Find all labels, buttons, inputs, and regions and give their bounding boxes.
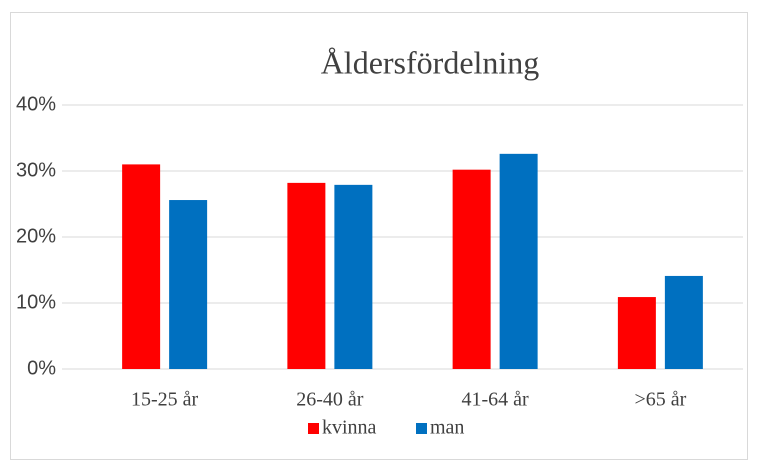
legend-label: man [430, 417, 464, 439]
bar [334, 184, 373, 369]
x-tick-label: 26-40 år [296, 389, 364, 411]
y-tick-label: 20% [16, 225, 56, 247]
x-tick-label: 15-25 år [131, 389, 199, 411]
legend-label: kvinna [322, 417, 377, 439]
x-tick-label: >65 år [634, 389, 686, 411]
y-tick-label: 10% [16, 291, 56, 313]
y-tick-label: 40% [16, 93, 56, 115]
x-tick-label: 41-64 år [462, 389, 530, 411]
bar [499, 153, 538, 369]
bar [122, 164, 161, 369]
bar [169, 200, 208, 369]
bar [452, 169, 491, 369]
y-tick-label: 30% [16, 159, 56, 181]
bar [664, 275, 703, 369]
bar [617, 297, 656, 369]
bar [287, 182, 326, 369]
legend-swatch [308, 423, 319, 434]
chart-title: Åldersfördelning [321, 44, 540, 80]
y-tick-label: 0% [27, 357, 56, 379]
legend-swatch [416, 423, 427, 434]
